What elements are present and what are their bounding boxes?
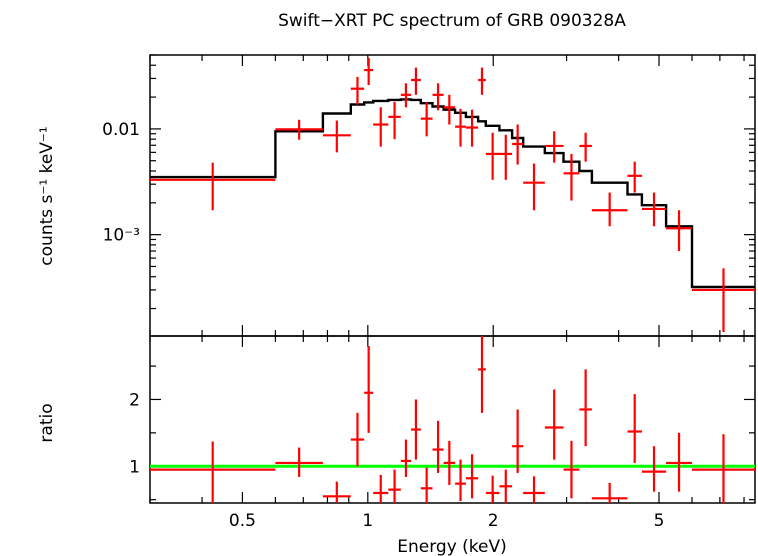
x-tick-label: 0.5 <box>229 511 256 531</box>
y-tick-label: 10⁻³ <box>103 226 140 246</box>
bottom-y-axis-label: ratio <box>37 403 57 442</box>
ratio-frame <box>149 335 756 504</box>
spectrum-panel: 0.01 10⁻³ <box>102 54 756 337</box>
x-axis-label: Energy (keV) <box>397 537 507 556</box>
x-tick-label: 1 <box>362 511 373 531</box>
ratio-panel: 0.5 1 2 5 1 2 <box>129 325 756 531</box>
y-tick-label: 1 <box>129 457 140 477</box>
x-tick-label: 2 <box>488 511 499 531</box>
spectrum-frame <box>149 54 756 337</box>
y-tick-label: 0.01 <box>102 120 140 140</box>
y-tick-label: 2 <box>129 390 140 410</box>
chart-title: Swift−XRT PC spectrum of GRB 090328A <box>278 11 626 31</box>
x-tick-label: 5 <box>654 511 665 531</box>
model-line <box>150 98 755 289</box>
top-y-axis-label: counts s⁻¹ keV⁻¹ <box>37 126 57 265</box>
